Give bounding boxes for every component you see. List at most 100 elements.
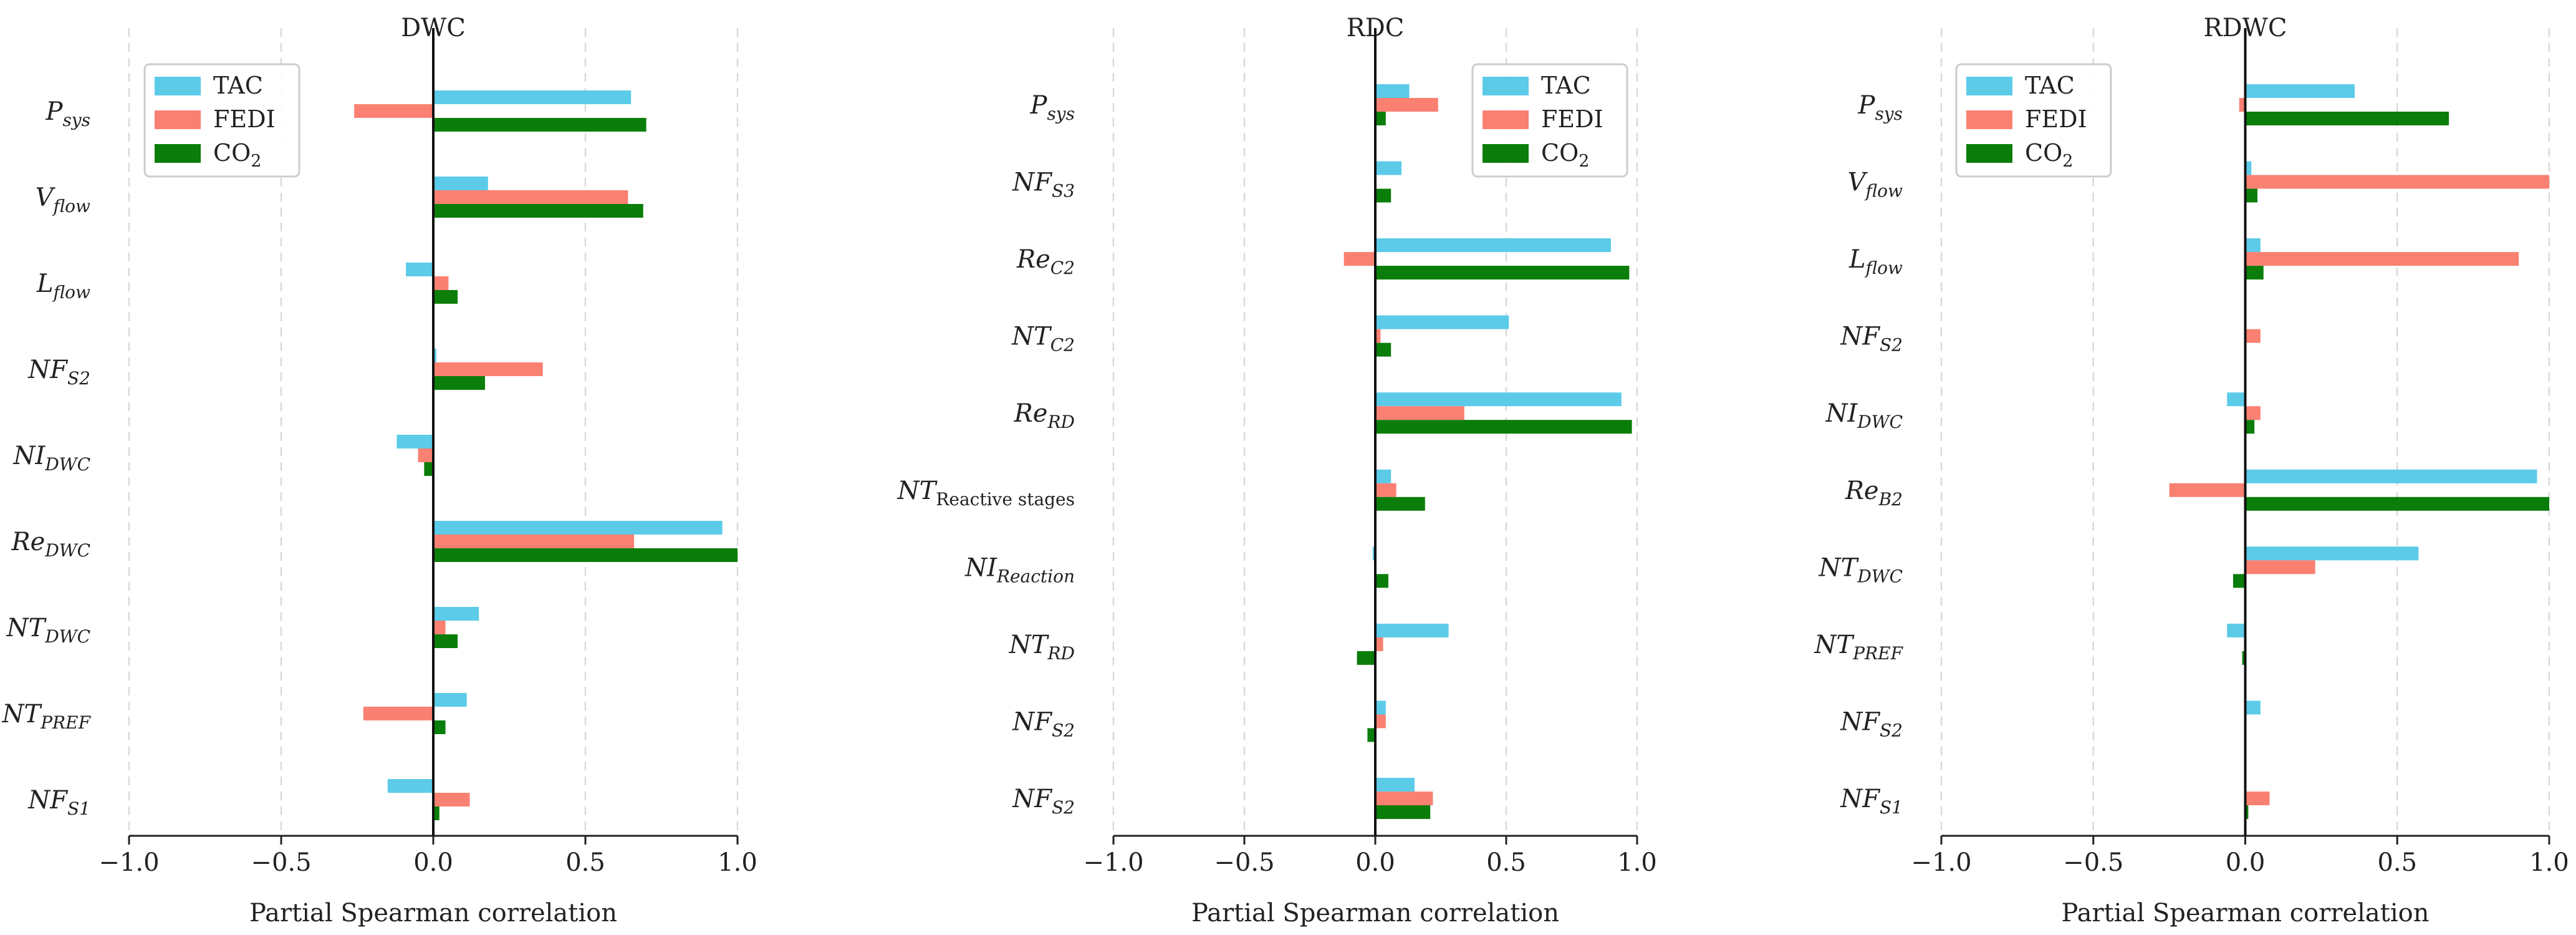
bar-tac [1375, 778, 1415, 792]
bar-tac [433, 177, 488, 190]
bar-fedi [1375, 483, 1396, 497]
x-tick-label: 0.0 [1355, 848, 1395, 877]
category-label: Psys [46, 97, 90, 130]
legend-label-co2: CO2 [2025, 139, 2073, 171]
x-tick-label: −0.5 [1214, 848, 1274, 877]
bar-co2 [1367, 728, 1375, 742]
bar-co2 [1375, 420, 1632, 434]
bar-fedi [1343, 252, 1375, 266]
bar-fedi [433, 621, 446, 634]
bar-co2 [2245, 497, 2549, 511]
category-label: NTC2 [1011, 322, 1075, 356]
bar-fedi [433, 276, 449, 290]
bar-tac [1375, 469, 1391, 483]
bar-co2 [1375, 574, 1388, 588]
legend: TAC FEDI CO2 [143, 63, 300, 178]
bar-tac [433, 90, 632, 104]
x-axis-label: Partial Spearman correlation [1191, 899, 1559, 928]
bar-fedi [1375, 714, 1386, 729]
legend-label-fedi: FEDI [2025, 105, 2087, 133]
bar-fedi [433, 362, 543, 376]
legend-swatch-co2 [1483, 144, 1529, 163]
bar-tac [1375, 315, 1509, 329]
bar-tac [1372, 546, 1375, 561]
category-label: NFS2 [1012, 785, 1075, 818]
category-label: NTDWC [1819, 553, 1903, 586]
bar-co2 [2242, 651, 2246, 665]
bar-tac [2245, 546, 2419, 561]
x-tick-label: −1.0 [1083, 848, 1143, 877]
bar-fedi [1375, 792, 1433, 805]
bar-fedi [2245, 175, 2549, 189]
legend-label-tac: TAC [2025, 72, 2075, 99]
category-label: NIReaction [964, 553, 1075, 586]
x-axis-label: Partial Spearman correlation [2062, 899, 2429, 928]
category-label: NTPREF [2, 700, 92, 733]
bar-fedi [1375, 637, 1383, 651]
x-tick-label: −1.0 [99, 848, 159, 877]
category-label: ReRD [1014, 399, 1075, 432]
x-tick-label: 0.5 [2377, 848, 2417, 877]
bar-fedi [2245, 329, 2261, 343]
category-label: NFS2 [27, 356, 90, 389]
bar-tac [2245, 161, 2252, 175]
bar-co2 [1375, 266, 1630, 280]
bar-tac [2245, 469, 2537, 483]
category-label: NIDWC [1825, 399, 1903, 432]
bar-co2 [2245, 188, 2257, 203]
category-label: Vflow [36, 183, 90, 216]
bar-tac [2245, 700, 2261, 715]
x-axis-label: Partial Spearman correlation [249, 899, 617, 928]
bar-tac [1375, 161, 1401, 175]
x-tick-label: 1.0 [718, 848, 757, 877]
bar-tac [387, 779, 433, 793]
bar-co2 [1357, 651, 1375, 665]
category-label: Vflow [1848, 168, 1903, 201]
bar-co2 [433, 376, 485, 390]
category-label: ReDWC [11, 528, 90, 561]
category-label: NTDWC [6, 614, 90, 647]
x-tick-label: 1.0 [2529, 848, 2569, 877]
category-label: Lflow [1848, 245, 1903, 278]
bar-tac [1375, 84, 1410, 98]
bar-co2 [433, 204, 643, 218]
bar-fedi [2245, 792, 2270, 805]
bar-fedi [2239, 98, 2246, 112]
bar-tac [433, 607, 479, 621]
category-label: Lflow [36, 269, 90, 303]
bar-fedi [354, 104, 433, 118]
category-label: ReB2 [1845, 477, 1903, 510]
bar-fedi [433, 535, 635, 548]
legend-label-fedi: FEDI [1541, 105, 1603, 133]
legend-swatch-co2 [155, 144, 201, 163]
bar-tac [1375, 392, 1622, 407]
bar-co2 [2233, 574, 2246, 588]
bar-tac [2245, 238, 2261, 253]
legend-swatch-tac [155, 77, 201, 95]
bar-fedi [2245, 560, 2315, 574]
bar-co2 [433, 634, 458, 648]
bar-tac [2227, 392, 2246, 407]
legend-swatch-fedi [155, 110, 201, 129]
bar-co2 [2245, 420, 2255, 434]
bar-tac [2245, 84, 2355, 98]
bar-fedi [418, 448, 433, 462]
bar-co2 [433, 290, 458, 304]
category-label: NTRD [1009, 631, 1075, 664]
bar-co2 [2245, 112, 2449, 125]
category-label: NIDWC [13, 442, 90, 475]
bar-fedi [433, 793, 470, 807]
legend-label-fedi: FEDI [213, 105, 276, 133]
bar-fedi [2245, 252, 2519, 266]
bar-co2 [433, 720, 446, 734]
bar-co2 [433, 807, 440, 820]
bar-fedi [2169, 483, 2246, 497]
bar-co2 [1375, 342, 1391, 357]
bar-co2 [433, 118, 646, 132]
bar-fedi [1375, 98, 1438, 112]
bar-co2 [1375, 497, 1425, 511]
category-label: NFS3 [1012, 168, 1075, 201]
